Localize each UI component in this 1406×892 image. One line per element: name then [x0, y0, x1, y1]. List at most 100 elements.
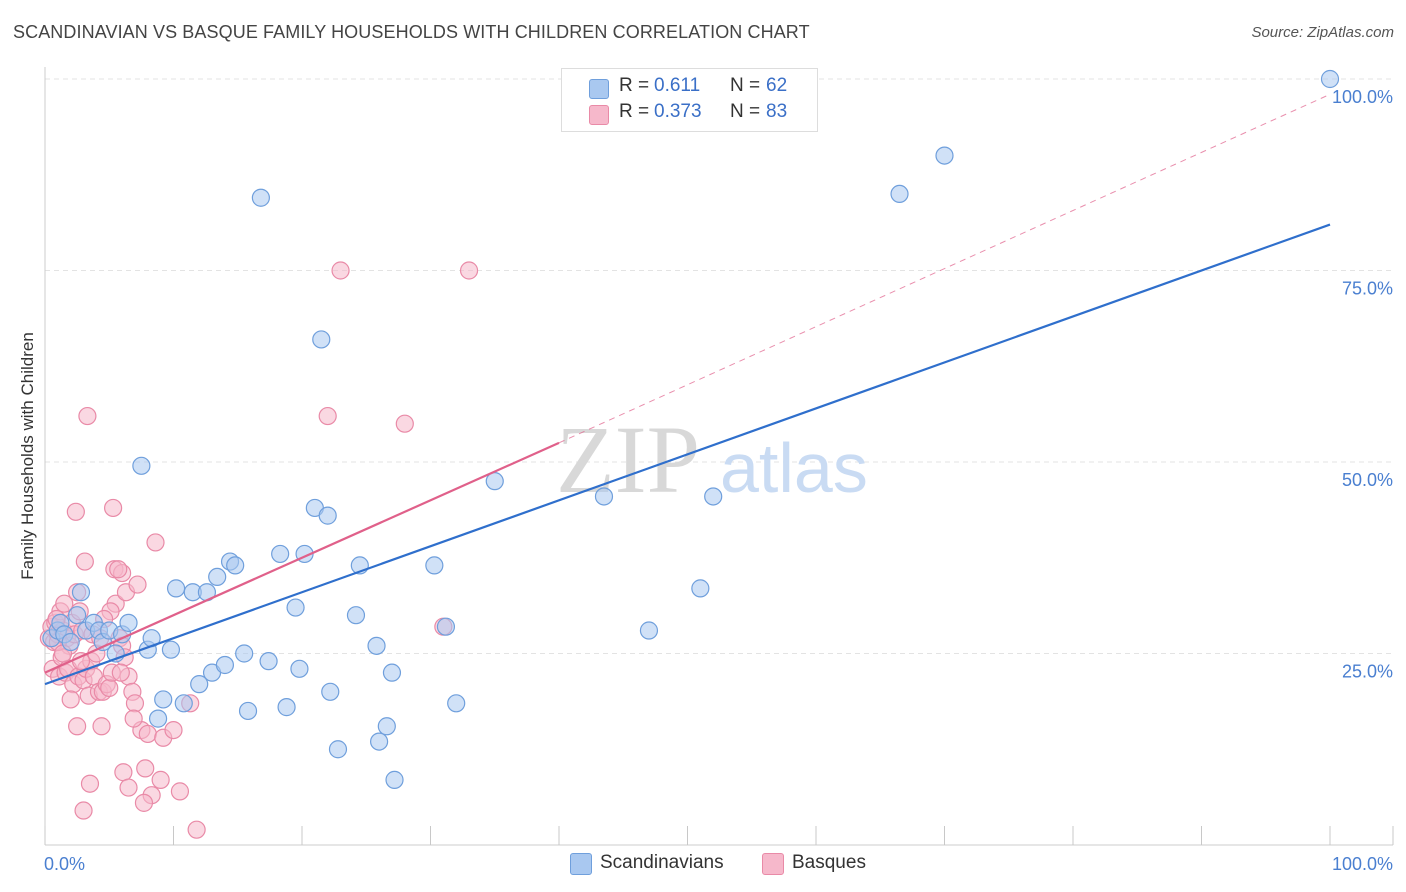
legend-n-value: 62 [766, 75, 788, 96]
series-label-basques: Basques [792, 852, 866, 873]
watermark-zip: ZIP [556, 406, 700, 513]
basque-point [100, 678, 119, 698]
scandinavian-point [271, 544, 290, 564]
watermark-atlas: atlas [720, 429, 868, 507]
legend-r-label: R = [619, 75, 650, 96]
scandinavian-point [447, 694, 466, 713]
basque-point [111, 663, 130, 682]
basque-point [128, 575, 147, 594]
basque-point [74, 801, 93, 820]
scandinavian-point [259, 652, 278, 671]
scandinavian-point [594, 487, 614, 506]
scandinavian-point [132, 456, 151, 475]
series-label-scandinavians: Scandinavians [600, 852, 724, 873]
series-swatch-basques [762, 853, 784, 875]
grid-layer [45, 78, 1393, 654]
basque-point [78, 406, 97, 426]
scandinavian-point [161, 640, 181, 659]
basque-point [61, 690, 80, 709]
scandinavian-point [290, 659, 309, 678]
scandinavian-point [238, 701, 258, 721]
scandinavian-point [208, 567, 227, 587]
basque-point [146, 533, 165, 552]
scandinavian-point [235, 644, 254, 663]
basque-point [55, 594, 74, 613]
scandinavian-point [321, 682, 340, 701]
scandinavian-point [166, 579, 186, 598]
basque-point [119, 778, 138, 797]
basque-point [151, 770, 170, 789]
scandinavian-point [251, 188, 270, 207]
scandinavian-point [318, 506, 337, 525]
scandinavian-point [215, 655, 234, 675]
basque-point [80, 774, 100, 793]
axis-layer [44, 67, 1394, 846]
basque-point [134, 793, 154, 812]
scandinavian-point [286, 598, 305, 617]
basque-point [136, 759, 155, 778]
scandinavian-point [639, 621, 659, 640]
scandinavian-point [377, 717, 396, 736]
scandinavian-point [367, 636, 386, 655]
scandinavian-point [71, 583, 91, 602]
basque-point [459, 261, 479, 280]
scandinavian-point [61, 632, 80, 652]
basque-point [124, 709, 143, 728]
legend-n-label: N = [730, 101, 761, 122]
legend-r-value: 0.373 [654, 101, 702, 122]
scandinavian-point [174, 694, 193, 713]
scandinavian-point [148, 709, 168, 728]
legend-r-label: R = [619, 101, 650, 122]
scandinavian-trend-line [44, 223, 1331, 686]
scandinavian-point [382, 663, 402, 682]
scandinavian-point [1320, 69, 1340, 89]
scandinavian-point [277, 698, 296, 717]
legend-n-label: N = [730, 75, 761, 96]
chart-title: SCANDINAVIAN VS BASQUE FAMILY HOUSEHOLDS… [13, 22, 810, 42]
y-tick-label: 75.0% [1342, 279, 1393, 299]
scandinavian-point [425, 556, 444, 575]
legend-swatch-basques [589, 105, 609, 125]
scandinavian-point [226, 556, 245, 575]
basque-point [395, 414, 414, 433]
scandinavian-point [154, 690, 173, 709]
x-tick-label: 100.0% [1332, 854, 1393, 874]
x-tick-label: 0.0% [44, 854, 85, 874]
basque-point [75, 552, 94, 571]
legend-row-basques: R = 0.373 N = 83 [562, 101, 817, 127]
series-swatch-scandinavians [570, 853, 592, 875]
watermark: ZIP atlas [556, 406, 868, 513]
scandinavian-point [704, 487, 723, 506]
legend-swatch-scandinavians [589, 79, 609, 99]
basque-point [66, 502, 85, 521]
correlation-legend: R = 0.611 N = 62 R = 0.373 N = 83 [561, 68, 818, 132]
basque-point [138, 724, 157, 744]
tick-label-layer: 25.0% 50.0% 75.0% 100.0% 0.0% 100.0% [44, 87, 1393, 874]
basque-point [68, 717, 87, 736]
points-layer [39, 69, 1340, 839]
scandinavian-point [691, 579, 710, 598]
scandinavian-point [890, 184, 909, 203]
basque-trend-line [44, 441, 560, 674]
y-tick-label: 100.0% [1332, 87, 1393, 107]
scandinavian-point [68, 606, 87, 625]
basque-point [318, 406, 337, 426]
basque-point [71, 652, 91, 671]
scandinavian-point [370, 732, 389, 751]
scandinavian-point [385, 770, 404, 789]
scandinavian-point [436, 617, 456, 636]
basque-point [92, 717, 111, 736]
basque-point [164, 720, 183, 740]
basque-point [125, 694, 145, 713]
scandinavian-point [935, 146, 954, 165]
scandinavian-point [312, 330, 331, 349]
y-tick-label: 50.0% [1342, 470, 1393, 490]
basque-point [114, 763, 133, 782]
basque-point [187, 820, 206, 839]
scandinavian-point [346, 606, 366, 625]
trend-layer [44, 93, 1331, 686]
basque-point [331, 261, 350, 280]
legend-row-scandinavians: R = 0.611 N = 62 [562, 75, 817, 101]
basque-point [109, 560, 128, 579]
